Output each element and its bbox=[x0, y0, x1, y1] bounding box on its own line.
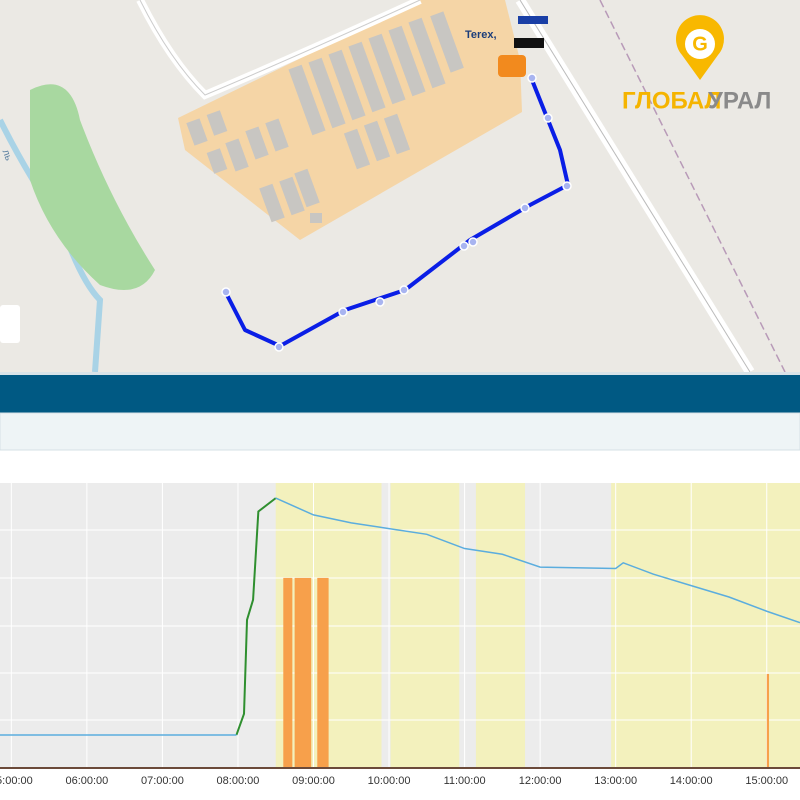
x-tick-label: 06:00:00 bbox=[65, 775, 108, 787]
bar bbox=[294, 577, 312, 768]
bar bbox=[766, 673, 770, 768]
series-line bbox=[235, 497, 277, 736]
x-tick-label: 09:00:00 bbox=[292, 775, 335, 787]
logo-letter: G bbox=[692, 33, 708, 55]
x-tick-label: 12:00:00 bbox=[519, 775, 562, 787]
series-line bbox=[0, 497, 800, 736]
tab-bar bbox=[0, 412, 800, 451]
logo-part1: ГЛОБАЛ bbox=[622, 87, 721, 114]
toolbar bbox=[0, 375, 800, 413]
bar bbox=[283, 577, 293, 768]
x-tick-label: 15:00:00 bbox=[745, 775, 788, 787]
chart: 05:00:00 06:00:00 07:00:00 08:00:00 09:00:00… bbox=[0, 483, 800, 787]
x-tick-label: 07:00:00 bbox=[141, 775, 184, 787]
logo-part2: УРАЛ bbox=[708, 87, 771, 114]
street-label: ль bbox=[0, 148, 14, 162]
x-tick-label: 08:00:00 bbox=[217, 775, 260, 787]
x-tick-label: 10:00:00 bbox=[368, 775, 411, 787]
bar bbox=[317, 577, 329, 768]
map: Terex, ль G ГЛОБАЛ УРАЛ bbox=[0, 0, 800, 375]
x-tick-label: 11:00:00 bbox=[444, 775, 486, 787]
x-tick-label: 14:00:00 bbox=[670, 775, 713, 787]
x-tick-label: 05:00:00 bbox=[0, 775, 33, 787]
vehicle-label: Terex, bbox=[465, 29, 497, 41]
x-tick-label: 13:00:00 bbox=[594, 775, 637, 787]
